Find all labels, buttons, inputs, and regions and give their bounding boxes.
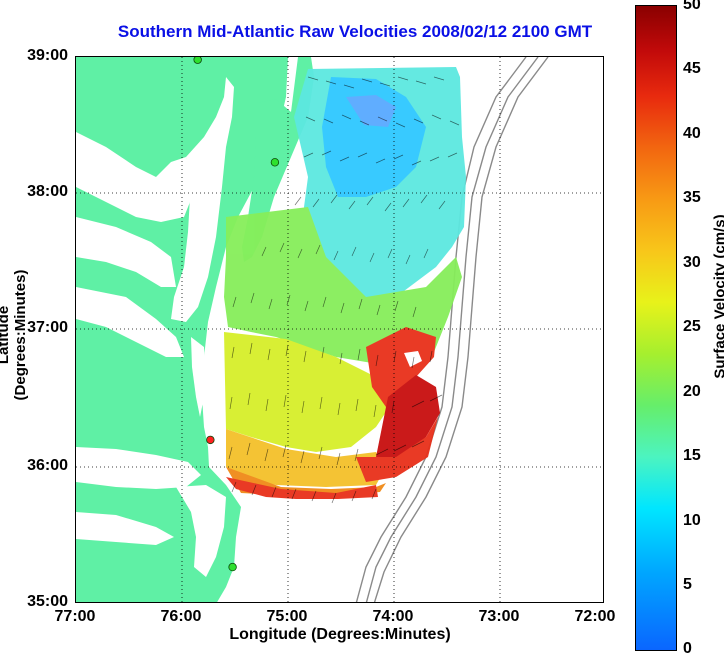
grid-lines	[76, 57, 603, 602]
colorbar-tick: 0	[683, 640, 692, 657]
station-marker	[206, 435, 215, 445]
station-markers	[193, 57, 280, 572]
colorbar-tick: 25	[683, 318, 701, 335]
inland-water	[76, 77, 234, 577]
x-tick-label: 76:00	[160, 608, 202, 625]
map-svg	[76, 57, 603, 602]
y-tick-label: 39:00	[27, 47, 68, 64]
colorbar-tick: 35	[683, 189, 701, 206]
x-tick-label: 73:00	[478, 608, 520, 625]
colorbar-tick: 15	[683, 447, 701, 464]
station-marker	[270, 158, 280, 167]
colorbar-tick: 10	[683, 512, 701, 529]
y-axis-label: Latitude (Degrees:Minutes)	[0, 269, 29, 401]
colorbar-tick: 50	[683, 0, 701, 13]
x-tick-label: 75:00	[266, 608, 308, 625]
y-tick-label: 37:00	[27, 319, 68, 336]
x-tick-label: 72:00	[574, 608, 616, 625]
colorbar-tick: 45	[683, 60, 701, 77]
x-tick-label: 74:00	[372, 608, 414, 625]
colorbar-tick: 20	[683, 383, 701, 400]
colorbar-tick: 30	[683, 254, 701, 271]
y-tick-label: 36:00	[27, 457, 68, 474]
colorbar-tick: 40	[683, 125, 701, 142]
surface-velocity-field	[224, 67, 466, 499]
velocity-vectors	[228, 76, 460, 504]
map-plot-area[interactable]	[75, 56, 604, 603]
station-marker	[228, 562, 237, 572]
station-marker	[193, 57, 202, 64]
y-tick-label: 38:00	[27, 183, 68, 200]
bathymetry-contours	[355, 57, 549, 602]
colorbar	[635, 5, 677, 651]
colorbar-label: Surface Velocity (cm/s)	[711, 214, 724, 379]
x-tick-label: 77:00	[54, 608, 96, 625]
x-axis-label: Longitude (Degrees:Minutes)	[229, 626, 451, 643]
colorbar-tick: 5	[683, 576, 692, 593]
y-tick-label: 35:00	[27, 593, 68, 610]
map-title: Southern Mid-Atlantic Raw Velocities 200…	[117, 22, 593, 41]
